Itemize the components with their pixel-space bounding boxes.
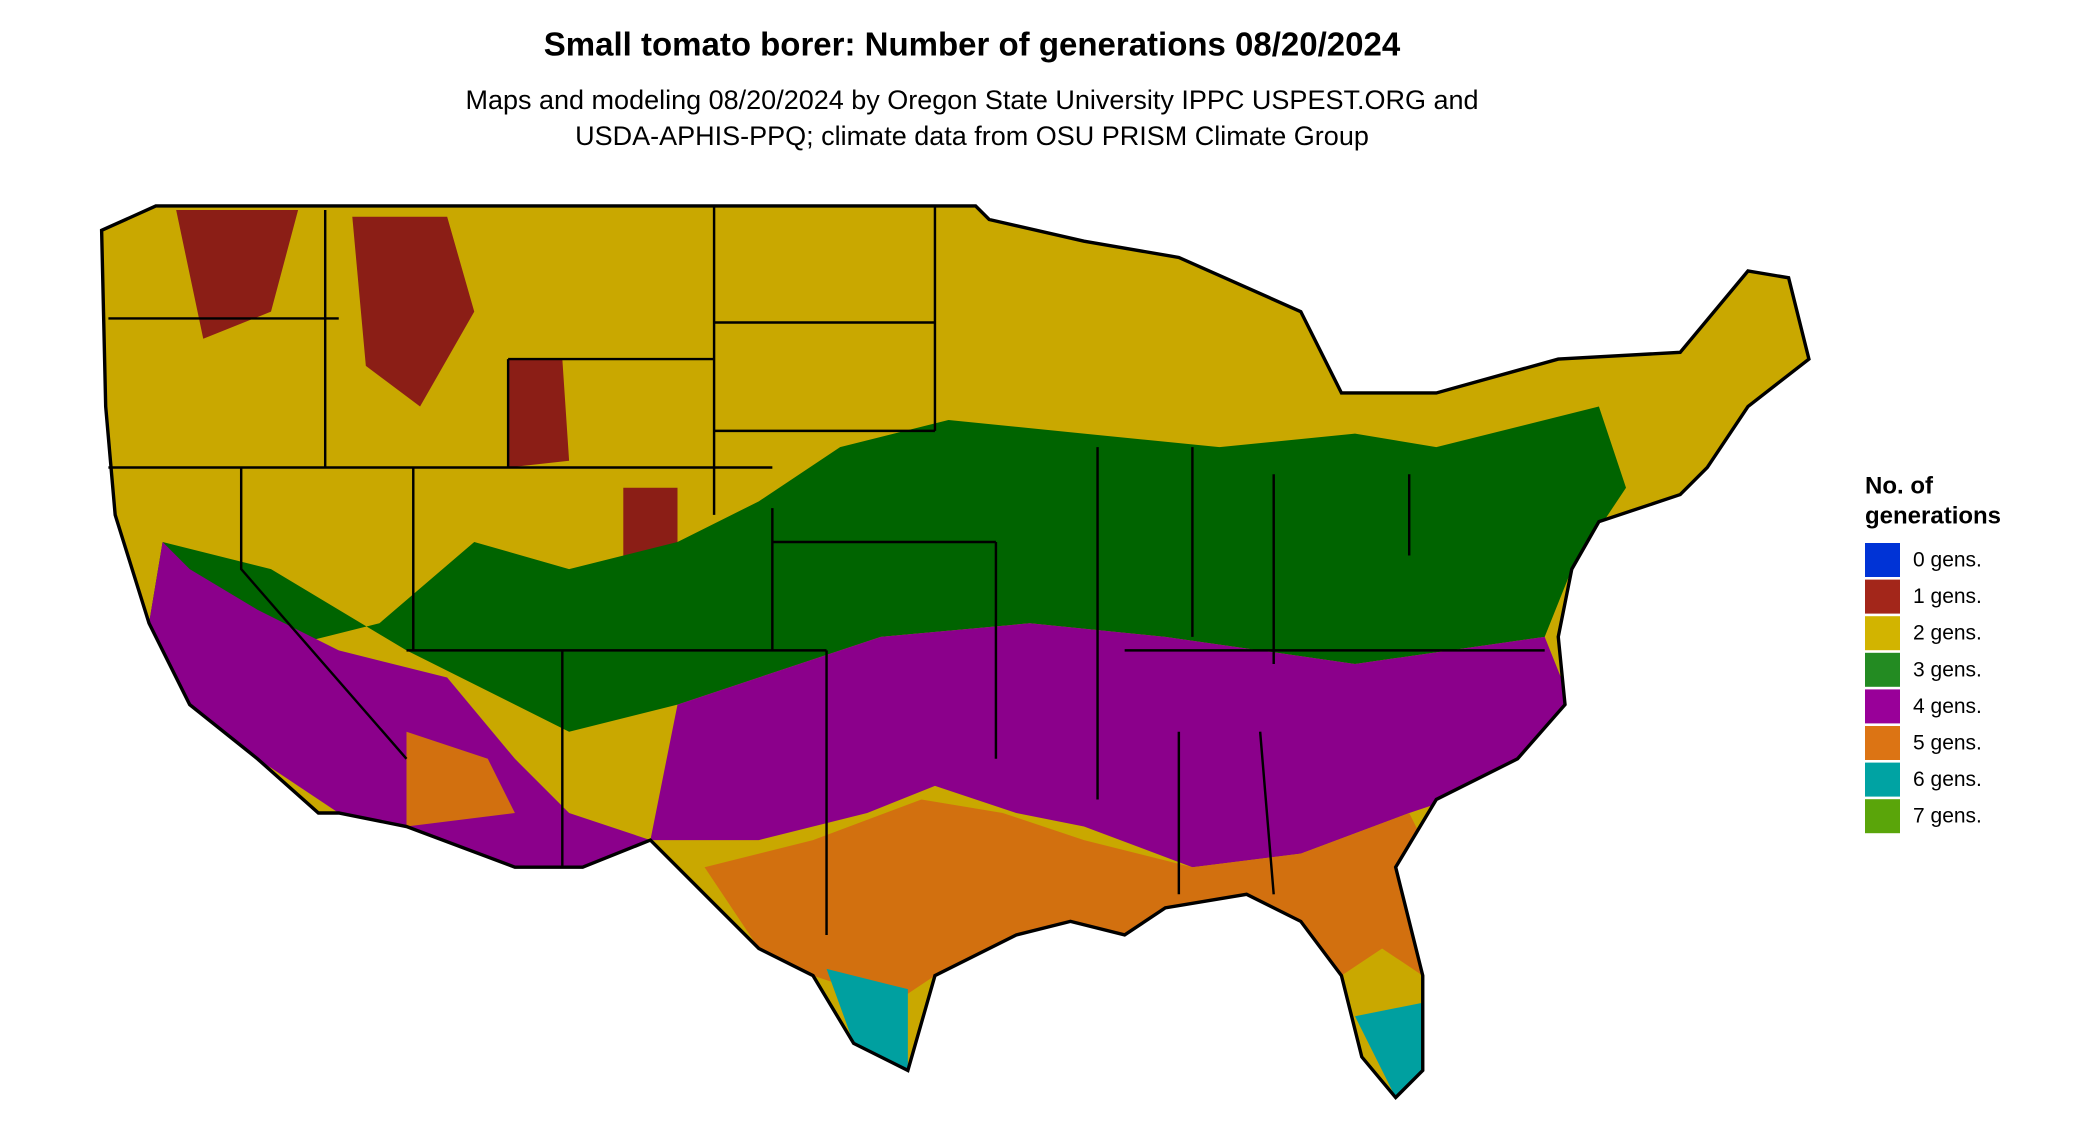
legend-swatch bbox=[1865, 616, 1900, 651]
legend-label: 2 gens. bbox=[1913, 622, 1982, 645]
legend-swatch bbox=[1865, 652, 1900, 687]
legend-swatch bbox=[1865, 543, 1900, 577]
legend-swatch bbox=[1865, 726, 1900, 760]
map bbox=[99, 204, 1811, 1101]
legend-label: 7 gens. bbox=[1913, 805, 1982, 828]
map-regions bbox=[101, 205, 1809, 1098]
legend: 0 gens. 1 gens. 2 gens. 3 gens. 4 gens. 5 gen… bbox=[1865, 543, 1982, 834]
legend-swatch bbox=[1865, 579, 1900, 614]
country-border bbox=[99, 204, 1811, 1101]
region bbox=[149, 542, 1572, 868]
legend-label: 0 gens. bbox=[1913, 549, 1982, 572]
legend-title: No. of bbox=[1865, 472, 1934, 499]
state-borders bbox=[108, 205, 1545, 935]
legend-label: 1 gens. bbox=[1913, 585, 1982, 608]
legend-swatch bbox=[1865, 762, 1900, 797]
subtitle: USDA-APHIS-PPQ; climate data from OSU PR… bbox=[575, 121, 1369, 151]
legend-label: 6 gens. bbox=[1913, 768, 1982, 791]
title: Small tomato borer: Number of generation… bbox=[544, 26, 1401, 63]
subtitle: Maps and modeling 08/20/2024 by Oregon S… bbox=[465, 85, 1478, 115]
legend-title: generations bbox=[1865, 502, 2001, 529]
legend-label: 5 gens. bbox=[1913, 732, 1982, 755]
legend-swatch bbox=[1865, 689, 1900, 724]
legend-label: 4 gens. bbox=[1913, 695, 1982, 718]
region bbox=[406, 731, 1437, 1003]
legend-swatch bbox=[1865, 799, 1900, 834]
legend-label: 3 gens. bbox=[1913, 658, 1982, 681]
